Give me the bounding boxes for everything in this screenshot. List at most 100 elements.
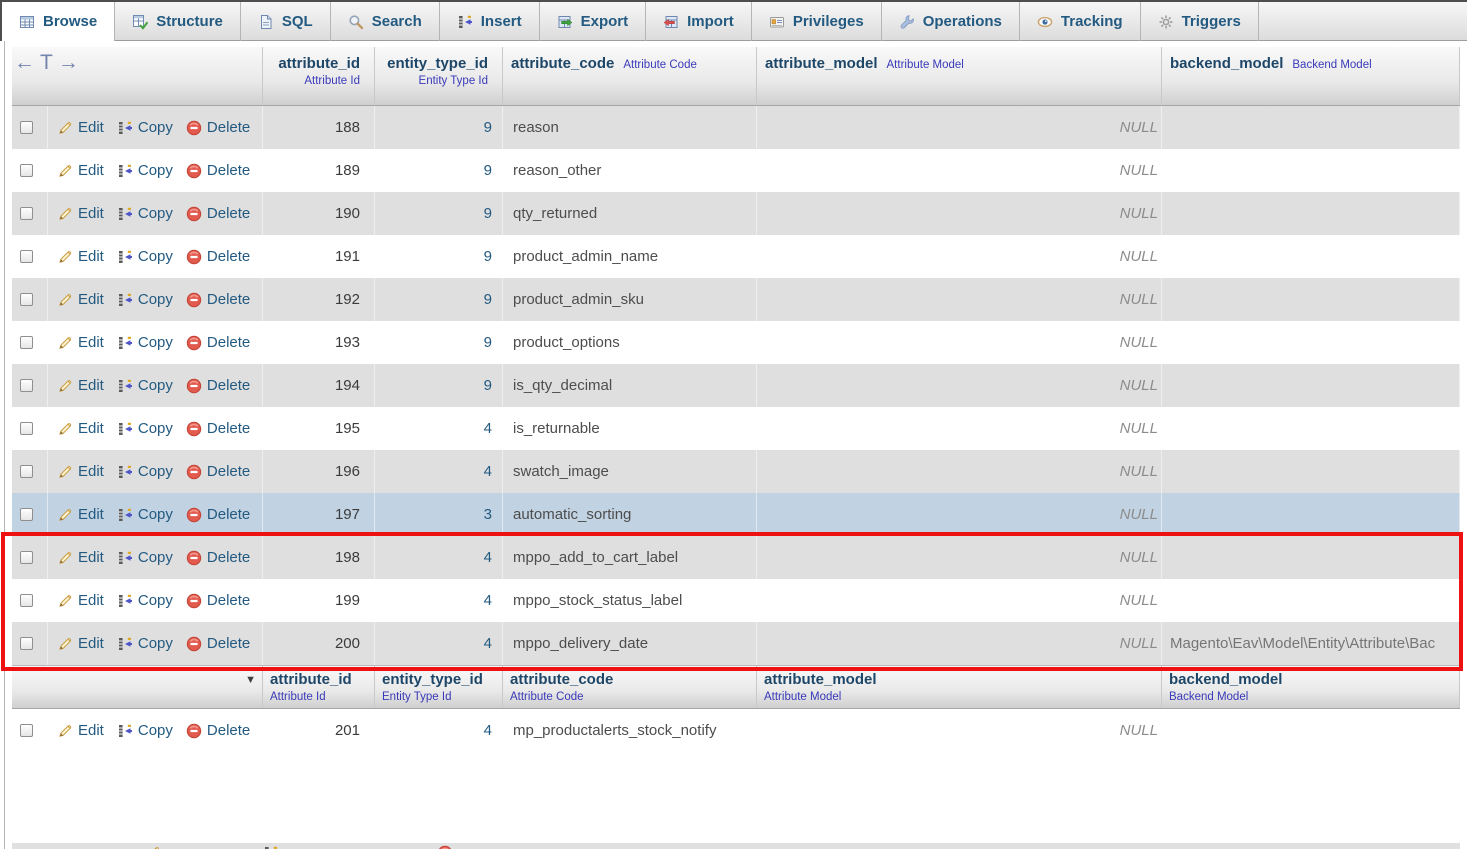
copy-icon [263,845,279,849]
delete-row-button[interactable]: Delete [186,549,250,566]
column-comment: Attribute Id [304,74,360,87]
tab-tracking[interactable]: Tracking [1020,2,1141,41]
row-actions-cell: Edit Copy Delete [48,622,263,665]
cell-attribute-code: mppo_stock_status_label [503,579,757,622]
row-checkbox[interactable] [20,121,33,134]
tab-structure[interactable]: Structure [115,2,241,41]
row-checkbox[interactable] [20,207,33,220]
edit-row-button[interactable]: Edit [57,205,104,222]
tab-privileges[interactable]: Privileges [752,2,882,41]
tab-browse[interactable]: Browse [2,2,116,41]
cell-attribute-code: swatch_image [503,450,757,493]
edit-row-button[interactable]: Edit [57,463,104,480]
copy-row-button[interactable]: Copy [117,162,173,179]
col-right-arrow[interactable]: → [57,51,79,74]
copy-row-button[interactable]: Copy [117,119,173,136]
tab-sql[interactable]: SQL [241,2,331,41]
column-comment: Attribute Model [764,690,842,703]
row-checkbox[interactable] [20,379,33,392]
cell-entity-type-id-value: 9 [483,377,492,394]
edit-row-button[interactable]: Edit [57,291,104,308]
tab-import[interactable]: Import [646,2,752,41]
edit-row-button[interactable]: Edit [57,420,104,437]
row-checkbox[interactable] [20,336,33,349]
column-header-backend_model[interactable]: backend_model Backend Model [1162,47,1460,105]
edit-row-button[interactable]: Edit [57,635,104,652]
row-checkbox[interactable] [20,724,33,737]
copy-row-button[interactable]: Copy [117,291,173,308]
delete-row-button[interactable]: Delete [186,119,250,136]
cell-attribute-id-value: 197 [334,506,360,523]
delete-row-button[interactable]: Delete [186,722,250,739]
column-header-attribute_id[interactable]: attribute_id Attribute Id [263,666,375,708]
delete-row-button[interactable]: Delete [186,420,250,437]
column-header-entity_type_id[interactable]: entity_type_id Entity Type Id [375,47,503,105]
row-actions-cell: Edit Copy Delete [48,579,263,622]
delete-row-button[interactable]: Delete [186,506,250,523]
copy-row-button[interactable]: Copy [117,377,173,394]
delete-row-button[interactable]: Delete [186,463,250,480]
edit-row-button[interactable]: Edit [57,162,104,179]
tab-insert[interactable]: Insert [440,2,540,41]
column-header-backend_model[interactable]: backend_model Backend Model [1162,666,1460,708]
cell-attribute-code-value: product_admin_sku [513,291,644,308]
tab-export[interactable]: Export [540,2,647,41]
tab-operations[interactable]: Operations [882,2,1020,41]
column-comment: Attribute Code [510,690,584,703]
row-checkbox[interactable] [20,422,33,435]
delete-row-button[interactable]: Delete [186,291,250,308]
col-left-arrow[interactable]: ← [14,51,35,74]
copy-row-button[interactable]: Copy [117,722,173,739]
delete-row-button[interactable]: Delete [186,162,250,179]
tab-triggers[interactable]: Triggers [1141,2,1259,41]
copy-row-button[interactable]: Copy [117,420,173,437]
cell-entity-type-id-value: 4 [483,463,492,480]
edit-row-button[interactable]: Edit [57,506,104,523]
cell-attribute-id-value: 199 [334,592,360,609]
column-header-attribute_model[interactable]: attribute_model Attribute Model [757,666,1162,708]
delete-row-button[interactable]: Delete [186,377,250,394]
column-header-entity_type_id[interactable]: entity_type_id Entity Type Id [375,666,503,708]
tab-label: Browse [43,13,98,30]
row-checkbox[interactable] [20,508,33,521]
column-name: backend_model [1169,671,1283,688]
copy-row-button[interactable]: Copy [117,549,173,566]
edit-row-button[interactable]: Edit [57,334,104,351]
column-name: attribute_code [510,671,614,688]
copy-row-button[interactable]: Copy [117,506,173,523]
row-checkbox[interactable] [20,250,33,263]
cell-attribute-model: NULL [757,106,1162,149]
row-checkbox[interactable] [20,551,33,564]
column-header-attribute_id[interactable]: attribute_id Attribute Id [263,47,375,105]
copy-row-button[interactable]: Copy [117,248,173,265]
delete-row-button[interactable]: Delete [186,248,250,265]
tab-search[interactable]: Search [331,2,440,41]
copy-row-button[interactable]: Copy [117,205,173,222]
edit-row-button[interactable]: Edit [57,248,104,265]
row-checkbox[interactable] [20,164,33,177]
delete-label: Delete [206,334,251,351]
copy-row-button[interactable]: Copy [117,592,173,609]
row-checkbox[interactable] [20,293,33,306]
delete-row-button[interactable]: Delete [186,334,250,351]
copy-row-button[interactable]: Copy [117,635,173,652]
row-checkbox[interactable] [20,465,33,478]
delete-row-button[interactable]: Delete [186,592,250,609]
sort-descending-icon[interactable]: ▼ [245,674,256,686]
edit-row-button[interactable]: Edit [57,549,104,566]
delete-row-button[interactable]: Delete [186,635,250,652]
column-header-attribute_code[interactable]: attribute_code Attribute Code [503,666,757,708]
edit-row-button[interactable]: Edit [57,592,104,609]
edit-row-button[interactable]: Edit [57,377,104,394]
row-checkbox[interactable] [20,637,33,650]
copy-icon [117,335,133,351]
edit-row-button[interactable]: Edit [57,722,104,739]
cell-attribute-id-value: 201 [334,722,360,739]
column-header-attribute_code[interactable]: attribute_code Attribute Code [503,47,757,105]
copy-row-button[interactable]: Copy [117,463,173,480]
column-header-attribute_model[interactable]: attribute_model Attribute Model [757,47,1162,105]
edit-row-button[interactable]: Edit [57,119,104,136]
delete-row-button[interactable]: Delete [186,205,250,222]
copy-row-button[interactable]: Copy [117,334,173,351]
row-checkbox[interactable] [20,594,33,607]
